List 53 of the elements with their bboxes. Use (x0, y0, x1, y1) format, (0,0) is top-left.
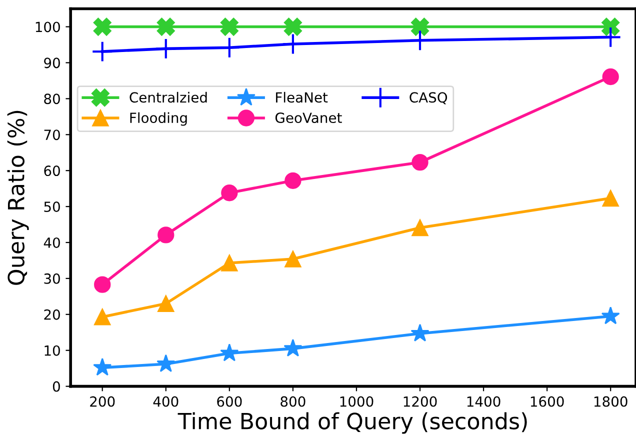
y-tick-label: 10 (44, 345, 60, 356)
legend-label: Centralzied (130, 92, 207, 103)
point (412, 154, 428, 171)
x-tick-label: 1400 (467, 396, 500, 407)
point (412, 219, 428, 236)
x-axis-title: Time Bound of Query (seconds) (178, 412, 527, 434)
point (410, 18, 430, 36)
point (93, 358, 112, 376)
y-axis-title: Query Ratio (%) (7, 110, 29, 285)
point (601, 306, 620, 324)
x-tick-label: 1800 (594, 396, 628, 407)
point (602, 18, 620, 36)
y-tick-label: 90 (44, 58, 60, 68)
point (284, 338, 302, 357)
point (284, 18, 302, 36)
y-tick-label: 100 (36, 22, 60, 32)
y-tick-label: 70 (44, 130, 60, 140)
point (284, 172, 302, 189)
point (284, 250, 302, 268)
point (155, 38, 177, 60)
legend-label: Flooding (130, 112, 187, 126)
point (92, 40, 114, 62)
y-tick-label: 20 (44, 309, 60, 320)
point (94, 308, 111, 326)
x-tick-label: 1000 (340, 396, 374, 407)
point (220, 344, 239, 362)
point (156, 354, 176, 372)
y-tick-label: 50 (44, 202, 60, 212)
point (220, 18, 238, 36)
point (221, 184, 238, 202)
y-tick-label: 60 (44, 166, 60, 176)
legend-label: GeoVanet (275, 112, 342, 124)
y-tick-label: 30 (44, 273, 60, 284)
point (94, 276, 111, 293)
point (156, 18, 175, 36)
x-tick-label: 400 (153, 396, 178, 407)
y-tick-label: 0 (52, 381, 60, 392)
point (410, 324, 430, 342)
legend-label: CASQ (410, 92, 448, 104)
x-tick-label: 1600 (530, 396, 564, 407)
point (158, 295, 174, 312)
x-tick-label: 200 (90, 396, 115, 407)
point (602, 68, 619, 86)
point (158, 226, 174, 244)
point (602, 190, 619, 207)
x-tick-label: 600 (217, 396, 242, 407)
legend-label: FleaNet (276, 92, 328, 103)
x-tick-label: 800 (280, 396, 306, 407)
y-tick-label: 40 (44, 237, 60, 248)
point (93, 18, 112, 36)
y-tick-label: 80 (44, 94, 60, 104)
point (221, 254, 238, 272)
x-tick-label: 1200 (404, 396, 437, 407)
